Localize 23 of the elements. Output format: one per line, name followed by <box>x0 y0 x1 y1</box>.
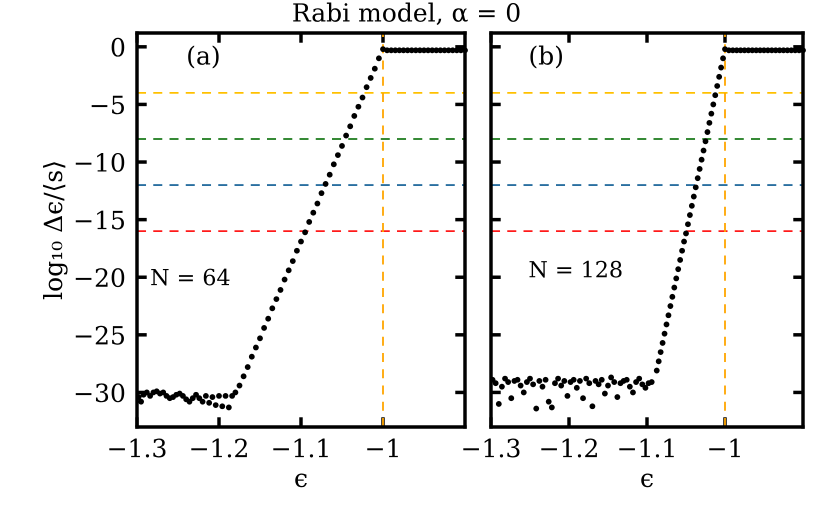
y-tick-label: −10 <box>76 152 124 172</box>
x-tick-label: −1.3 <box>463 438 520 458</box>
y-tick-label: −20 <box>76 268 124 288</box>
x-tick-label: −1.2 <box>191 438 247 458</box>
x-tick-label: −1.3 <box>109 438 166 458</box>
y-axis-title: log₁₀ Δϵ/⟨s⟩ <box>43 162 68 300</box>
annotation: N = 64 <box>151 268 230 286</box>
y-tick-label: 0 <box>112 38 124 57</box>
y-tick-label: −25 <box>76 326 124 345</box>
annotation: N = 128 <box>530 260 622 278</box>
annotation: (a) <box>188 46 219 68</box>
x-axis-title: ϵ <box>295 474 307 488</box>
y-tick-label: −15 <box>76 210 124 230</box>
x-tick-label: −1.1 <box>273 438 328 458</box>
chart-title: Rabi model, α = 0 <box>293 2 520 25</box>
annotation: (b) <box>530 46 562 68</box>
x-tick-label: −1 <box>367 438 398 458</box>
y-tick-label: −5 <box>92 96 124 114</box>
x-axis-title: ϵ <box>641 474 653 488</box>
x-tick-label: −1.2 <box>541 438 597 458</box>
x-tick-label: −1.1 <box>619 438 674 458</box>
x-tick-label: −1 <box>709 438 740 458</box>
y-tick-label: −30 <box>76 383 124 402</box>
